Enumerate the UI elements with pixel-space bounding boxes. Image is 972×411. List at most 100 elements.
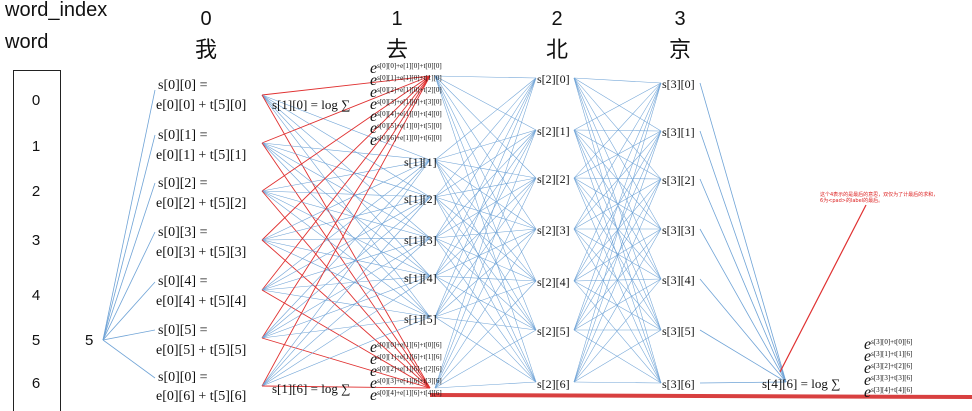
column-word-0: 我 xyxy=(194,38,217,63)
connection-line-146 xyxy=(573,381,662,384)
connection-line-55 xyxy=(434,75,537,383)
connection-line-61 xyxy=(434,159,537,331)
connection-line-56 xyxy=(434,77,537,161)
connection-line-119 xyxy=(573,82,662,230)
connection-line-27 xyxy=(261,239,431,389)
connection-line-65 xyxy=(434,177,537,198)
connection-line-16 xyxy=(261,190,431,198)
connection-line-4 xyxy=(261,94,431,277)
col3-node-5: s[3][5] xyxy=(662,324,695,338)
connection-line-81 xyxy=(434,275,537,282)
connection-line-9 xyxy=(261,142,431,198)
exp-top-1: es[0][1]+e[1][0]+t[1][0] xyxy=(370,72,442,89)
connection-line-136 xyxy=(573,228,662,331)
connection-line-88 xyxy=(434,280,537,318)
connection-line-97 xyxy=(434,381,537,389)
connection-line-2 xyxy=(261,94,431,198)
start-edge xyxy=(102,329,156,341)
connection-line-121 xyxy=(573,178,662,230)
exp-final-0: es[3][0]+t[0][6] xyxy=(864,336,913,353)
column-index-0: 0 xyxy=(200,8,212,30)
label-index-box xyxy=(13,70,61,411)
connection-line-10 xyxy=(261,142,431,239)
connection-line-37 xyxy=(261,196,431,339)
connection-line-53 xyxy=(434,75,537,282)
exp-top-5: es[0][5]+e[1][0]+t[5][0] xyxy=(370,120,442,137)
start-edge xyxy=(102,182,156,341)
col3-node-0: s[3][0] xyxy=(662,77,695,91)
highlight-bar xyxy=(429,393,972,399)
connection-line-8 xyxy=(261,142,431,161)
connection-line-23 xyxy=(261,196,431,241)
connection-line-17 xyxy=(261,190,431,239)
exp-final-3: es[3][3]+t[3][6] xyxy=(864,372,913,389)
start-edge xyxy=(102,339,156,379)
col0-node-3-top: s[0][3] = xyxy=(158,225,208,240)
connection-line-113 xyxy=(573,130,662,179)
col0-node-3-bottom: e[0][3] + t[5][3] xyxy=(156,245,247,260)
col3-node-6: s[3][6] xyxy=(662,377,695,391)
connection-line-120 xyxy=(573,130,662,230)
connection-line-21 xyxy=(261,75,431,241)
final-edge xyxy=(699,381,787,384)
word-index-label: word_index xyxy=(5,0,108,21)
exp-top-4: es[0][4]+e[1][0]+t[4][0] xyxy=(370,108,442,125)
connection-line-36 xyxy=(261,159,431,339)
connection-line-50 xyxy=(434,75,537,131)
connection-line-79 xyxy=(434,177,537,277)
col0-node-0-top: s[0][0] = xyxy=(158,78,208,93)
connection-line-141 xyxy=(573,130,662,383)
start-edge xyxy=(102,89,156,341)
connection-line-78 xyxy=(434,129,537,277)
connection-line-59 xyxy=(434,159,537,230)
connection-line-142 xyxy=(573,178,662,383)
connection-line-86 xyxy=(434,177,537,318)
column-word-1: 去 xyxy=(385,38,408,63)
connection-line-60 xyxy=(434,159,537,282)
connection-line-44 xyxy=(261,196,431,387)
connection-line-31 xyxy=(261,237,431,291)
col2-node-2: s[2][2] xyxy=(537,172,570,186)
exp-top-2: es[0][2]+e[1][0]+t[2][0] xyxy=(370,84,442,101)
connection-line-58 xyxy=(434,159,537,179)
final-edge xyxy=(699,130,787,383)
connection-line-25 xyxy=(261,239,431,277)
col1-node-5: s[1][5] xyxy=(404,312,437,326)
connection-line-66 xyxy=(434,196,537,230)
connection-line-76 xyxy=(434,237,537,383)
connection-line-133 xyxy=(573,82,662,331)
column-word-3: 京 xyxy=(668,38,691,63)
connection-line-1 xyxy=(261,94,431,161)
connection-line-47 xyxy=(261,316,431,387)
connection-line-13 xyxy=(261,142,431,389)
connection-line-95 xyxy=(434,280,537,389)
label-index-1: 1 xyxy=(31,138,41,155)
col1-node-4: s[1][4] xyxy=(404,271,437,285)
connection-line-96 xyxy=(434,329,537,389)
connection-line-19 xyxy=(261,190,431,318)
connection-line-92 xyxy=(434,129,537,389)
connection-line-34 xyxy=(261,289,431,389)
start-edge xyxy=(102,281,156,341)
final-edge xyxy=(699,278,787,383)
connection-line-39 xyxy=(261,275,431,339)
col0-node-5-top: s[0][5] = xyxy=(158,323,208,338)
connection-line-63 xyxy=(434,77,537,198)
col2-node-4: s[2][4] xyxy=(537,275,570,289)
start-edge xyxy=(102,231,156,341)
label-index-3: 3 xyxy=(31,232,41,249)
col2-node-3: s[2][3] xyxy=(537,223,570,237)
exp-top-0: es[0][0]+e[1][0]+t[0][0] xyxy=(370,60,442,77)
logsum-top: s[1][0] = log ∑ xyxy=(272,97,351,112)
connection-line-3 xyxy=(261,94,431,239)
exp-final-1: es[3][1]+t[1][6] xyxy=(864,348,913,365)
connection-line-30 xyxy=(261,196,431,291)
connection-line-114 xyxy=(573,177,662,180)
logsum-final: s[4][6] = log ∑ xyxy=(762,376,841,391)
connection-line-87 xyxy=(434,228,537,318)
annotation-arrow xyxy=(779,204,867,373)
connection-line-98 xyxy=(573,77,662,84)
final-edge xyxy=(699,178,787,383)
exp-top-6: es[0][6]+e[1][0]+t[6][0] xyxy=(370,132,442,149)
connection-line-139 xyxy=(573,329,662,384)
